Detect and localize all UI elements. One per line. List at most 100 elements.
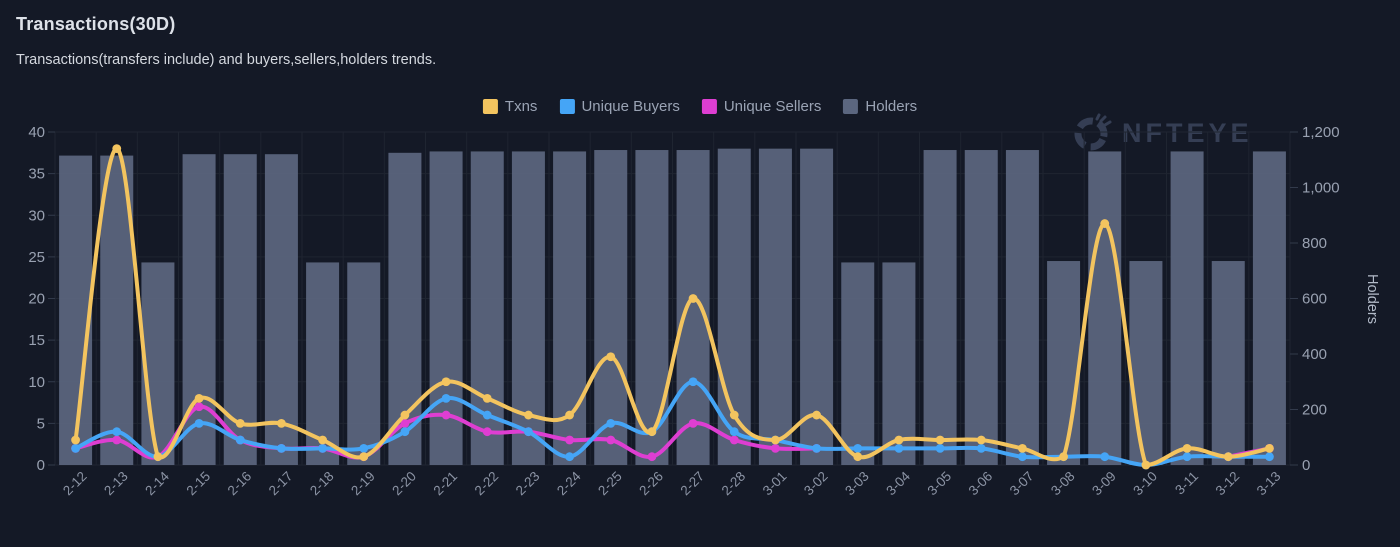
holders-bar[interactable] [841, 262, 875, 465]
unique-buyers-point[interactable] [112, 427, 122, 437]
txns-point[interactable] [647, 427, 657, 437]
unique-buyers-point[interactable] [853, 443, 863, 453]
unique-sellers-point[interactable] [482, 427, 492, 437]
txns-point[interactable] [277, 418, 286, 428]
txns-point[interactable] [1182, 443, 1192, 453]
unique-buyers-point[interactable] [441, 394, 451, 403]
unique-sellers-point[interactable] [441, 410, 451, 420]
unique-sellers-point[interactable] [565, 435, 574, 445]
unique-buyers-point[interactable] [606, 418, 616, 428]
unique-buyers-point[interactable] [729, 427, 739, 437]
unique-buyers-point[interactable] [1018, 452, 1027, 462]
txns-point[interactable] [71, 435, 80, 445]
txns-point[interactable] [729, 410, 739, 420]
txns-point[interactable] [1141, 460, 1151, 470]
txns-point[interactable] [812, 410, 821, 420]
holders-bar[interactable] [676, 150, 710, 465]
txns-point[interactable] [524, 410, 533, 420]
unique-sellers-point[interactable] [647, 452, 657, 462]
unique-sellers-point[interactable] [771, 443, 780, 453]
unique-sellers-point[interactable] [606, 435, 616, 445]
unique-buyers-point[interactable] [359, 443, 369, 453]
x-axis-label: 2-19 [348, 469, 378, 499]
legend-item-txns[interactable]: Txns [482, 98, 537, 115]
x-axis-label: 2-14 [142, 468, 172, 498]
txns-point[interactable] [482, 394, 492, 403]
unique-buyers-point[interactable] [482, 410, 492, 420]
txns-point[interactable] [935, 435, 945, 445]
unique-sellers-point[interactable] [400, 418, 410, 428]
txns-point[interactable] [318, 435, 327, 445]
unique-buyers-point[interactable] [277, 443, 286, 453]
holders-bar[interactable] [1211, 261, 1245, 465]
holders-bar[interactable] [964, 150, 998, 465]
unique-buyers-point[interactable] [935, 443, 945, 453]
txns-point[interactable] [441, 377, 451, 387]
unique-buyers-point[interactable] [688, 377, 698, 387]
holders-bar[interactable] [1170, 151, 1204, 466]
holders-bar[interactable] [758, 148, 792, 465]
holders-bar[interactable] [141, 262, 175, 465]
txns-line[interactable] [73, 146, 1272, 468]
txns-point[interactable] [894, 435, 904, 445]
txns-point[interactable] [771, 435, 780, 445]
txns-point[interactable] [1059, 452, 1068, 462]
txns-point[interactable] [112, 144, 122, 154]
legend-item-unique-sellers[interactable]: Unique Sellers [701, 98, 821, 115]
holders-bar[interactable] [264, 154, 298, 465]
holders-bar[interactable] [882, 262, 916, 465]
unique-sellers-point[interactable] [194, 402, 204, 412]
x-axis-label: 3-13 [1254, 469, 1284, 499]
unique-buyers-point[interactable] [1265, 452, 1274, 462]
legend-item-unique-buyers[interactable]: Unique Buyers [559, 98, 680, 115]
unique-buyers-point[interactable] [565, 452, 574, 462]
unique-buyers-point[interactable] [235, 435, 245, 445]
txns-point[interactable] [606, 352, 616, 362]
unique-buyers-point[interactable] [400, 427, 410, 437]
txns-point[interactable] [359, 452, 369, 462]
txns-point[interactable] [153, 452, 163, 462]
unique-buyers-point[interactable] [318, 443, 327, 453]
txns-point[interactable] [688, 294, 698, 303]
unique-sellers-point[interactable] [688, 418, 698, 428]
holders-bar[interactable] [1047, 261, 1081, 465]
holders-bar[interactable] [59, 155, 93, 465]
x-axis-label: 2-18 [307, 469, 337, 499]
unique-sellers-point[interactable] [729, 435, 739, 445]
holders-bar[interactable] [306, 262, 340, 465]
txns-point[interactable] [400, 410, 410, 420]
unique-buyers-point[interactable] [1182, 452, 1192, 462]
unique-buyers-point[interactable] [976, 443, 986, 453]
holders-bar[interactable] [635, 150, 669, 465]
holders-bar[interactable] [1129, 261, 1163, 465]
unique-buyers-point[interactable] [1100, 452, 1110, 462]
txns-point[interactable] [1223, 452, 1233, 462]
x-axis-label: 3-01 [760, 469, 790, 499]
txns-point[interactable] [565, 410, 574, 420]
unique-buyers-point[interactable] [524, 427, 533, 437]
txns-point[interactable] [235, 418, 245, 428]
txns-point[interactable] [853, 452, 863, 462]
holders-bar[interactable] [1252, 151, 1286, 466]
x-axis-label: 2-12 [60, 469, 90, 499]
holders-bar[interactable] [594, 150, 628, 465]
txns-point[interactable] [976, 435, 986, 445]
txns-point[interactable] [1265, 443, 1274, 453]
unique-sellers-point[interactable] [112, 435, 122, 445]
legend-item-holders[interactable]: Holders [843, 98, 917, 115]
legend-swatch-holders [843, 99, 859, 114]
x-axis-label: 3-10 [1130, 469, 1160, 499]
txns-point[interactable] [1100, 219, 1110, 228]
holders-bar[interactable] [1088, 151, 1122, 466]
unique-buyers-point[interactable] [194, 418, 204, 428]
unique-buyers-point[interactable] [71, 443, 80, 453]
holders-bar[interactable] [1005, 150, 1039, 465]
txns-point[interactable] [1018, 443, 1027, 453]
unique-buyers-point[interactable] [894, 443, 904, 453]
x-axis-label: 2-24 [554, 468, 584, 498]
txns-point[interactable] [194, 394, 204, 403]
holders-bar[interactable] [223, 154, 257, 465]
unique-buyers-point[interactable] [812, 443, 821, 453]
holders-bar[interactable] [923, 150, 957, 465]
holders-bar[interactable] [347, 262, 381, 465]
